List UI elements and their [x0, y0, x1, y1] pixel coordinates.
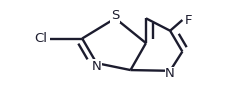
- Text: S: S: [111, 9, 119, 22]
- Text: N: N: [164, 67, 174, 80]
- Text: N: N: [91, 60, 101, 73]
- Text: F: F: [184, 14, 191, 26]
- Text: Cl: Cl: [34, 32, 47, 45]
